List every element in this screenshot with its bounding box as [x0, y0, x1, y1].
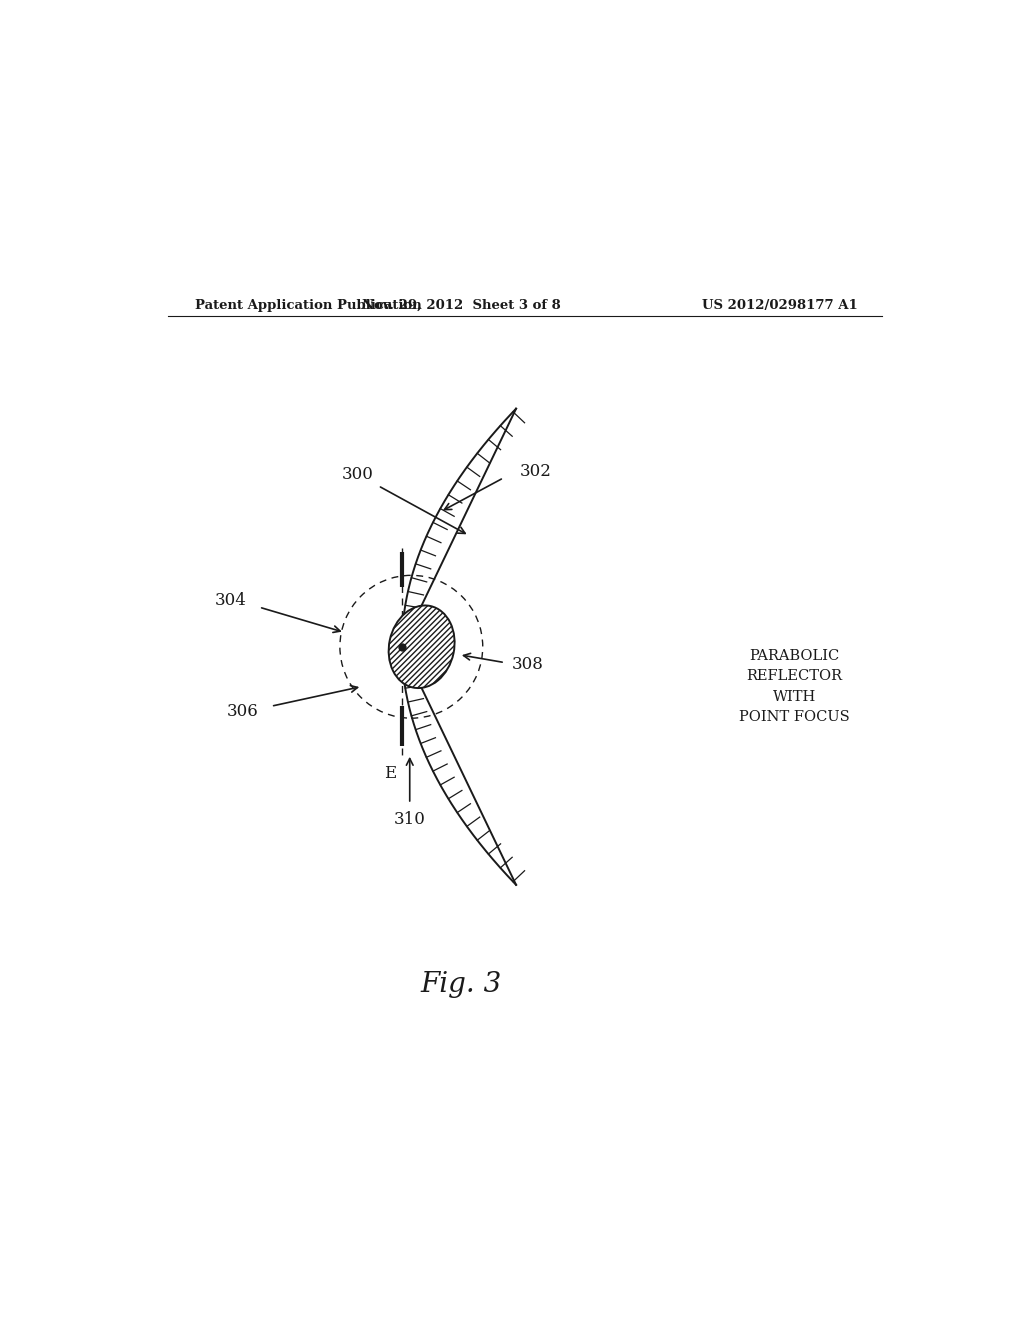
Text: 306: 306: [227, 704, 259, 721]
Text: US 2012/0298177 A1: US 2012/0298177 A1: [702, 300, 858, 312]
Text: 308: 308: [511, 656, 543, 673]
Text: 300: 300: [342, 466, 374, 483]
Text: 302: 302: [520, 463, 552, 480]
Text: 310: 310: [394, 812, 426, 828]
Text: PARABOLIC
REFLECTOR
WITH
POINT FOCUS: PARABOLIC REFLECTOR WITH POINT FOCUS: [739, 648, 850, 725]
Text: Nov. 29, 2012  Sheet 3 of 8: Nov. 29, 2012 Sheet 3 of 8: [361, 300, 561, 312]
Text: E: E: [384, 766, 396, 783]
Text: 304: 304: [215, 593, 247, 610]
Text: Patent Application Publication: Patent Application Publication: [196, 300, 422, 312]
Text: Fig. 3: Fig. 3: [421, 970, 502, 998]
Ellipse shape: [389, 606, 455, 688]
